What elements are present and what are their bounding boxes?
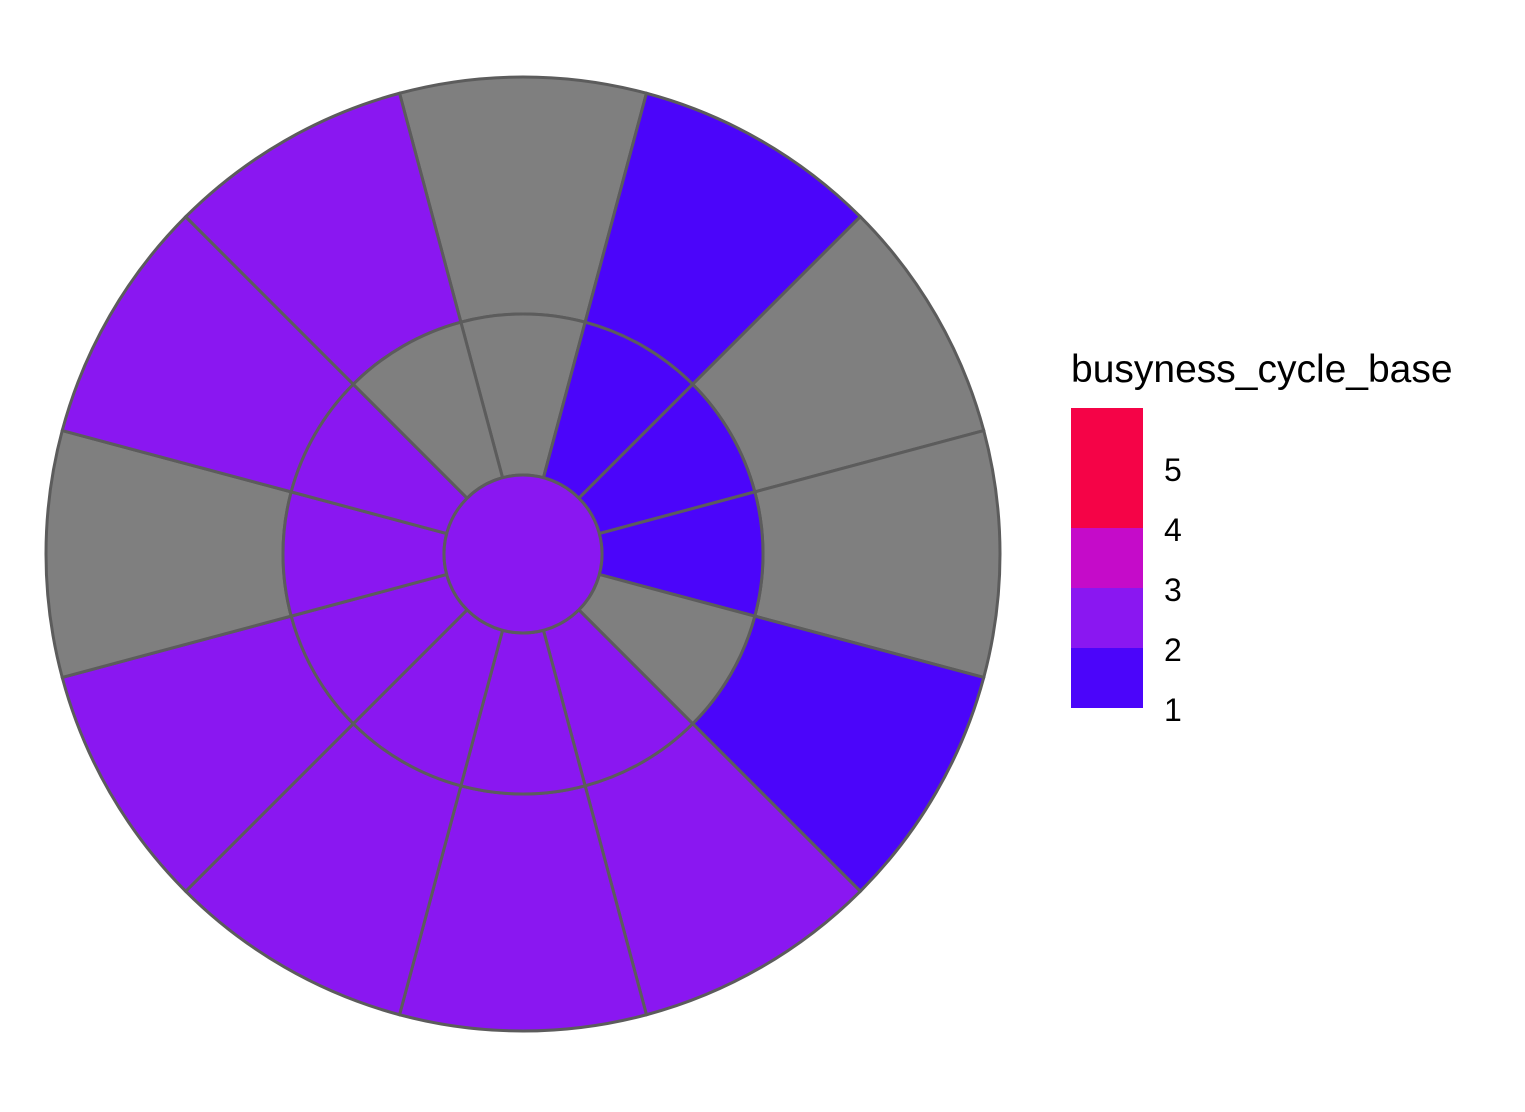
legend-color-bin-1 [1071,408,1143,528]
legend-color-bin-2 [1071,528,1143,588]
legend-color-bin-3 [1071,588,1143,648]
center-circle [442,473,604,635]
legend: busyness_cycle_base 5 4 3 2 1 [1071,348,1453,728]
legend-colorbar [1071,408,1143,708]
legend-color-bin-4 [1071,648,1143,708]
legend-labels: 5 4 3 2 1 [1164,452,1182,728]
legend-label-2: 2 [1164,632,1182,668]
legend-title: busyness_cycle_base [1071,348,1453,391]
legend-label-5: 5 [1164,452,1182,488]
plot-panel [44,75,1002,1033]
legend-label-1: 1 [1164,692,1182,728]
legend-label-3: 3 [1164,572,1182,608]
legend-label-4: 4 [1164,512,1182,548]
